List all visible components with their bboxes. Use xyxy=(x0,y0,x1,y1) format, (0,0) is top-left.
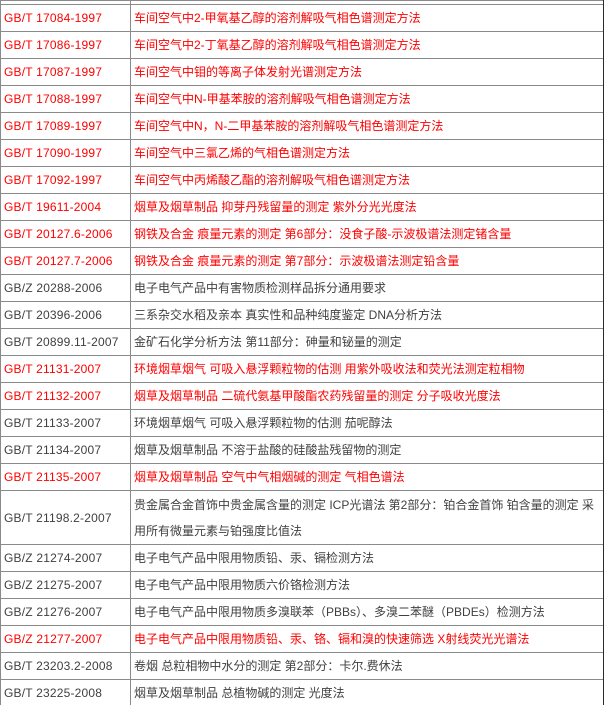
standard-title: 车间空气中三氯乙烯的气相色谱测定方法 xyxy=(130,139,604,167)
table-row[interactable]: GB/T 20899.11-2007 金矿石化学分析方法 第11部分：砷量和铋量的… xyxy=(0,328,604,356)
standard-title: 烟草及烟草制品 抑芽丹残留量的测定 紫外分光光度法 xyxy=(130,193,604,221)
table-row[interactable]: GB/T 21198.2-2007 贵金属合金首饰中贵金属含量的测定 ICP光谱法… xyxy=(0,490,604,545)
standard-code: GB/T 21133-2007 xyxy=(0,409,131,437)
standard-code: GB/T 17086-1997 xyxy=(0,31,131,59)
standard-code: GB/T 20396-2006 xyxy=(0,301,131,329)
table-row[interactable]: GB/Z 21277-2007 电子电气产品中限用物质铅、汞、铬、镉和溴的快速筛选… xyxy=(0,625,604,653)
standard-title: 环境烟草烟气 可吸入悬浮颗粒物的估测 用紫外吸收法和荧光法测定粒相物 xyxy=(130,355,604,383)
standard-title: 电子电气产品中限用物质铅、汞、镉检测方法 xyxy=(130,544,604,572)
standard-title: 电子电气产品中有害物质检测样品拆分通用要求 xyxy=(130,274,604,302)
standard-code: GB/Z 20288-2006 xyxy=(0,274,131,302)
table-row[interactable]: GB/T 21132-2007 烟草及烟草制品 二硫代氨基甲酸酯农药残留量的测定 … xyxy=(0,382,604,410)
table-row[interactable]: GB/Z 21274-2007 电子电气产品中限用物质铅、汞、镉检测方法 xyxy=(0,544,604,572)
table-row[interactable]: GB/T 17092-1997 车间空气中丙烯酸乙酯的溶剂解吸气相色谱测定方法 xyxy=(0,166,604,194)
standard-code: GB/Z 21276-2007 xyxy=(0,598,131,626)
standard-title: 三系杂交水稻及亲本 真实性和品种纯度鉴定 DNA分析方法 xyxy=(130,301,604,329)
table-row[interactable]: GB/T 21133-2007 环境烟草烟气 可吸入悬浮颗粒物的估测 茄呢醇法 xyxy=(0,409,604,437)
standard-code: GB/T 17089-1997 xyxy=(0,112,131,140)
table-row[interactable]: GB/T 20127.6-2006 钢铁及合金 痕量元素的测定 第6部分：没食子酸… xyxy=(0,220,604,248)
standard-code: GB/T 23225-2008 xyxy=(0,679,131,705)
standard-code: GB/T 21134-2007 xyxy=(0,436,131,464)
standard-title: 车间空气中2-甲氧基乙醇的溶剂解吸气相色谱测定方法 xyxy=(130,4,604,32)
standard-title: 车间空气中N-甲基苯胺的溶剂解吸气相色谱测定方法 xyxy=(130,85,604,113)
table-row[interactable]: GB/T 20127.7-2006 钢铁及合金 痕量元素的测定 第7部分：示波极谱… xyxy=(0,247,604,275)
table-row[interactable]: GB/T 23203.2-2008 卷烟 总粒相物中水分的测定 第2部分：卡尔.费… xyxy=(0,652,604,680)
standard-code: GB/T 20127.6-2006 xyxy=(0,220,131,248)
standard-code: GB/T 17092-1997 xyxy=(0,166,131,194)
standard-title: 环境烟草烟气 可吸入悬浮颗粒物的估测 茄呢醇法 xyxy=(130,409,604,437)
standard-code: GB/T 17084-1997 xyxy=(0,4,131,32)
standard-title: 车间空气中丙烯酸乙酯的溶剂解吸气相色谱测定方法 xyxy=(130,166,604,194)
table-row[interactable]: GB/T 19611-2004 烟草及烟草制品 抑芽丹残留量的测定 紫外分光光度法 xyxy=(0,193,604,221)
standard-code: GB/T 17090-1997 xyxy=(0,139,131,167)
standard-code: GB/T 23203.2-2008 xyxy=(0,652,131,680)
table-row[interactable]: GB/T 17089-1997 车间空气中N，N-二甲基苯胺的溶剂解吸气相色谱测定… xyxy=(0,112,604,140)
standard-code: GB/T 21198.2-2007 xyxy=(0,490,131,545)
standard-title: 烟草及烟草制品 总植物碱的测定 光度法 xyxy=(130,679,604,705)
table-row[interactable]: GB/T 21134-2007 烟草及烟草制品 不溶于盐酸的硅酸盐残留物的测定 xyxy=(0,436,604,464)
table-row[interactable]: GB/T 21131-2007 环境烟草烟气 可吸入悬浮颗粒物的估测 用紫外吸收法… xyxy=(0,355,604,383)
standard-title: 烟草及烟草制品 二硫代氨基甲酸酯农药残留量的测定 分子吸收光度法 xyxy=(130,382,604,410)
standard-title: 卷烟 总粒相物中水分的测定 第2部分：卡尔.费休法 xyxy=(130,652,604,680)
table-row[interactable]: GB/Z 21276-2007 电子电气产品中限用物质多溴联苯（PBBs）、多溴二… xyxy=(0,598,604,626)
standard-code: GB/T 20899.11-2007 xyxy=(0,328,131,356)
standard-title: 电子电气产品中限用物质六价铬检测方法 xyxy=(130,571,604,599)
standard-code: GB/Z 21275-2007 xyxy=(0,571,131,599)
standard-title: 车间空气中2-丁氧基乙醇的溶剂解吸气相色谱测定方法 xyxy=(130,31,604,59)
table-row[interactable]: GB/Z 21275-2007 电子电气产品中限用物质六价铬检测方法 xyxy=(0,571,604,599)
standard-code: GB/T 20127.7-2006 xyxy=(0,247,131,275)
standard-code: GB/T 21132-2007 xyxy=(0,382,131,410)
standard-title: 钢铁及合金 痕量元素的测定 第6部分：没食子酸-示波极谱法测定锗含量 xyxy=(130,220,604,248)
standard-code: GB/Z 21274-2007 xyxy=(0,544,131,572)
standard-code: GB/T 21131-2007 xyxy=(0,355,131,383)
standard-title: 电子电气产品中限用物质铅、汞、铬、镉和溴的快速筛选 X射线荧光光谱法 xyxy=(130,625,604,653)
standard-title: 钢铁及合金 痕量元素的测定 第7部分：示波极谱法测定铅含量 xyxy=(130,247,604,275)
table-row[interactable]: GB/T 23225-2008 烟草及烟草制品 总植物碱的测定 光度法 xyxy=(0,679,604,705)
table-row[interactable]: GB/T 17087-1997 车间空气中钼的等离子体发射光谱测定方法 xyxy=(0,58,604,86)
standard-title: 车间空气中N，N-二甲基苯胺的溶剂解吸气相色谱测定方法 xyxy=(130,112,604,140)
standard-title: 烟草及烟草制品 空气中气相烟碱的测定 气相色谱法 xyxy=(130,463,604,491)
standard-code: GB/T 17088-1997 xyxy=(0,85,131,113)
table-row[interactable]: GB/T 17090-1997 车间空气中三氯乙烯的气相色谱测定方法 xyxy=(0,139,604,167)
table-row[interactable]: GB/T 17086-1997 车间空气中2-丁氧基乙醇的溶剂解吸气相色谱测定方法 xyxy=(0,31,604,59)
standard-code: GB/Z 21277-2007 xyxy=(0,625,131,653)
table-row[interactable]: GB/T 17084-1997 车间空气中2-甲氧基乙醇的溶剂解吸气相色谱测定方法 xyxy=(0,4,604,32)
standard-title: 车间空气中钼的等离子体发射光谱测定方法 xyxy=(130,58,604,86)
standard-title: 贵金属合金首饰中贵金属含量的测定 ICP光谱法 第2部分：铂合金首饰 铂含量的测… xyxy=(130,490,604,545)
table-row[interactable]: GB/T 17088-1997 车间空气中N-甲基苯胺的溶剂解吸气相色谱测定方法 xyxy=(0,85,604,113)
table-row[interactable]: GB/T 20396-2006 三系杂交水稻及亲本 真实性和品种纯度鉴定 DNA分… xyxy=(0,301,604,329)
table-row[interactable]: GB/T 21135-2007 烟草及烟草制品 空气中气相烟碱的测定 气相色谱法 xyxy=(0,463,604,491)
standard-code: GB/T 17087-1997 xyxy=(0,58,131,86)
standard-code: GB/T 19611-2004 xyxy=(0,193,131,221)
standard-code: GB/T 21135-2007 xyxy=(0,463,131,491)
standard-title: 金矿石化学分析方法 第11部分：砷量和铋量的测定 xyxy=(130,328,604,356)
table-row[interactable]: GB/Z 20288-2006 电子电气产品中有害物质检测样品拆分通用要求 xyxy=(0,274,604,302)
standard-title: 电子电气产品中限用物质多溴联苯（PBBs）、多溴二苯醚（PBDEs）检测方法 xyxy=(130,598,604,626)
standard-title: 烟草及烟草制品 不溶于盐酸的硅酸盐残留物的测定 xyxy=(130,436,604,464)
